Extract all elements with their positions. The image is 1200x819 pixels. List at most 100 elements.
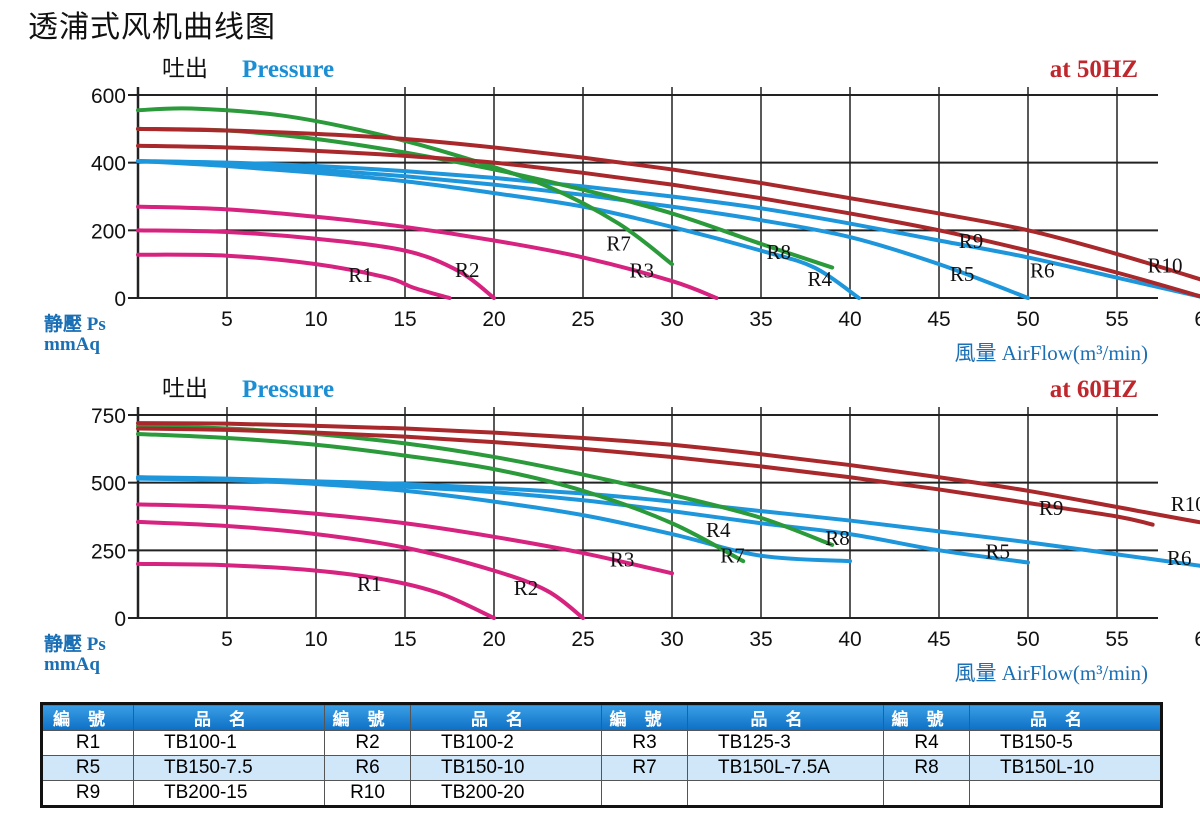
series-label-r6: R6: [1167, 546, 1192, 570]
series-label-r3: R3: [610, 548, 635, 572]
table-cell-code: R2: [324, 730, 411, 756]
table-row: R5 TB150-7.5 R6 TB150-10 R7 TB150L-7.5A …: [41, 755, 1162, 781]
model-table: 編號 品名 編號 品名 編號 品名 編號 品名 R1 TB100-1 R2 TB…: [40, 702, 1163, 808]
series-line-r1: [136, 252, 452, 300]
chart-60hz: 0 250 500 750 5 10 15 20 25 30 35 40 45 50 55 60 吐出 Press…: [44, 376, 1200, 685]
header-cell: 品名: [133, 703, 325, 731]
series-label-r4: R4: [706, 518, 731, 542]
table-cell-code: [601, 780, 688, 807]
series-line-r7: [136, 431, 746, 564]
series-label-r4: R4: [807, 267, 832, 291]
table-cell-code: R9: [41, 780, 134, 807]
x-tick-label: 5: [221, 308, 233, 331]
series-line-r9: [136, 143, 1200, 299]
table-header-row: 編號 品名 編號 品名 編號 品名 編號 品名: [41, 703, 1162, 731]
x-axis-label-cn: 風量: [954, 341, 1001, 365]
series-label-r7: R7: [720, 544, 745, 568]
x-tick-label: 55: [1105, 628, 1128, 651]
pressure-title-en: Pressure: [242, 56, 334, 83]
series-label-r1: R1: [357, 572, 382, 596]
y-tick-label: 500: [91, 473, 126, 496]
x-tick-label: 35: [749, 308, 772, 331]
x-axis-label: 風量 AirFlow(m³/min): [954, 341, 1148, 365]
series-line-r10: [136, 126, 1200, 282]
y-tick-label: 0: [114, 608, 126, 631]
series-line-r2: [136, 519, 585, 620]
x-tick-label: 55: [1105, 308, 1128, 331]
table-cell-model: TB150-7.5: [133, 755, 325, 781]
y-axis-label: 静壓 Ps: [44, 312, 106, 335]
x-axis-label-en: AirFlow(m³/min): [1002, 341, 1148, 365]
x-tick-label: 30: [660, 628, 683, 651]
y-tick-label: 200: [91, 220, 126, 243]
y-axis-unit: mmAq: [44, 654, 100, 675]
series-label-r9: R9: [1039, 496, 1064, 520]
series-line-r1: [136, 561, 496, 620]
series-label-r10: R10: [1148, 254, 1183, 278]
x-axis-label-cn: 風量: [954, 661, 1001, 685]
table-row: R1 TB100-1 R2 TB100-2 R3 TB125-3 R4 TB15…: [41, 730, 1162, 756]
x-tick-label: 45: [927, 308, 950, 331]
series-line-r6: [136, 475, 1200, 568]
pressure-title-cn: 吐出: [162, 56, 208, 82]
table-cell-code: R5: [41, 755, 134, 781]
header-cell: 編號: [41, 703, 134, 731]
series-line-r3: [136, 502, 674, 576]
table-cell-code: R3: [601, 730, 688, 756]
series-label-r10: R10: [1171, 492, 1200, 516]
y-axis-unit: mmAq: [44, 334, 100, 355]
x-tick-label: 20: [482, 308, 505, 331]
y-tick-label: 600: [91, 85, 126, 108]
series-label-r8: R8: [767, 240, 792, 264]
series-line-r3: [136, 204, 719, 300]
table-cell-code: R1: [41, 730, 134, 756]
series-label-r5: R5: [985, 539, 1010, 563]
y-tick-label: 250: [91, 540, 126, 563]
table-cell-model: TB150-10: [410, 755, 602, 781]
table-cell-code: R10: [324, 780, 411, 807]
series-label-r1: R1: [348, 263, 373, 287]
series-line-r2: [136, 228, 496, 300]
series-label-r6: R6: [1030, 259, 1055, 283]
series-label-r7: R7: [606, 232, 631, 256]
x-tick-label: 60: [1194, 308, 1200, 331]
x-tick-label: 50: [1016, 308, 1039, 331]
plot-area: 0 250 500 750 5 10 15 20 25 30 35 40 45 50 55 60 吐出 Press…: [44, 376, 1200, 685]
header-cell: 編號: [883, 703, 970, 731]
table-cell-model: TB150-5: [969, 730, 1162, 756]
chart-50hz: 0 200 400 600 5 10 15 20 25 30 35 40 45 50 55 60 吐出 Press…: [44, 56, 1200, 365]
series-line-r10: [136, 421, 1200, 525]
header-cell: 品名: [687, 703, 884, 731]
table-row: R9 TB200-15 R10 TB200-20: [41, 780, 1162, 807]
header-cell: 編號: [601, 703, 688, 731]
x-tick-label: 50: [1016, 628, 1039, 651]
pressure-title-cn: 吐出: [162, 376, 208, 402]
series-line-r5: [136, 158, 1030, 300]
table-cell-model: TB100-2: [410, 730, 602, 756]
table-cell-model: TB150L-10: [969, 755, 1162, 781]
series-label-r5: R5: [950, 262, 975, 286]
table-cell-code: R7: [601, 755, 688, 781]
x-tick-label: 5: [221, 628, 233, 651]
table-cell-code: R4: [883, 730, 970, 756]
table-cell-code: R8: [883, 755, 970, 781]
series-line-r9: [136, 426, 1155, 527]
x-tick-label: 10: [304, 628, 327, 651]
table-cell-model: TB200-20: [410, 780, 602, 807]
series-label-r9: R9: [959, 229, 984, 253]
x-tick-label: 35: [749, 628, 772, 651]
x-tick-label: 30: [660, 308, 683, 331]
table-cell-model: TB150L-7.5A: [687, 755, 884, 781]
x-tick-label: 25: [571, 308, 594, 331]
x-tick-label: 40: [838, 628, 861, 651]
frequency-label: at 50HZ: [1050, 56, 1138, 83]
x-tick-label: 10: [304, 308, 327, 331]
x-tick-label: 25: [571, 628, 594, 651]
header-cell: 編號: [324, 703, 411, 731]
x-tick-label: 40: [838, 308, 861, 331]
y-tick-label: 400: [91, 153, 126, 176]
y-tick-label: 750: [91, 405, 126, 428]
series-line-r7: [136, 106, 674, 267]
page-title: 透浦式风机曲线图: [28, 10, 276, 45]
series-line-r6: [136, 158, 1200, 299]
